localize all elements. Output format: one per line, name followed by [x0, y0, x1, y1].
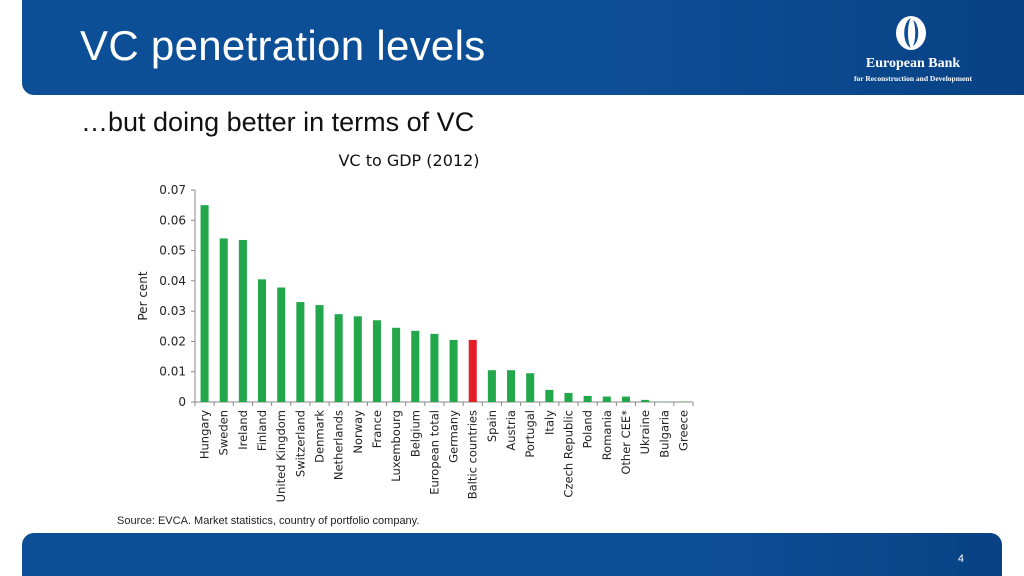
- ebrd-logo-icon: [896, 16, 926, 50]
- bar: [564, 392, 573, 402]
- x-tick-label: European total: [427, 410, 441, 495]
- bar: [219, 238, 228, 402]
- bar: [449, 339, 458, 402]
- x-tick-label: Norway: [351, 410, 365, 454]
- x-tick-label: Czech Republic: [562, 410, 576, 498]
- bar: [583, 395, 592, 402]
- x-tick-label: Luxembourg: [389, 410, 403, 482]
- bar: [545, 389, 554, 402]
- bar: [296, 302, 305, 402]
- x-tick-label: Hungary: [198, 410, 212, 459]
- x-tick-label: Denmark: [313, 410, 327, 463]
- bar: [238, 239, 247, 402]
- bar: [641, 399, 650, 402]
- y-tick-label: 0.03: [159, 304, 186, 318]
- slide-subtitle: …but doing better in terms of VC: [81, 107, 475, 137]
- bar: [353, 316, 362, 402]
- y-axis-label: Per cent: [136, 271, 150, 321]
- slide-title: VC penetration levels: [80, 22, 486, 69]
- x-tick-label: Other CEE*: [619, 410, 633, 475]
- x-tick-label: France: [370, 410, 384, 448]
- bar: [258, 279, 267, 402]
- chart-title: VC to GDP (2012): [338, 151, 479, 170]
- y-tick-label: 0.05: [159, 244, 186, 258]
- y-tick-label: 0.06: [159, 213, 186, 227]
- bar: [315, 305, 324, 402]
- x-tick-label: Austria: [504, 410, 518, 451]
- slide-header: VC penetration levels European Bank for …: [22, 0, 1024, 95]
- bar: [430, 333, 439, 402]
- x-tick-label: Germany: [447, 410, 461, 463]
- y-tick-label: 0.02: [159, 334, 186, 348]
- x-tick-label: Greece: [676, 410, 690, 451]
- source-note: Source: EVCA. Market statistics, country…: [117, 515, 420, 527]
- logo-subtitle: for Reconstruction and Development: [854, 74, 972, 83]
- bar: [468, 339, 477, 402]
- ebrd-logo: European Bank for Reconstruction and Dev…: [838, 14, 998, 86]
- x-tick-label: Sweden: [217, 410, 231, 455]
- x-tick-label: Ireland: [236, 410, 250, 450]
- x-tick-label: Ukraine: [638, 410, 652, 454]
- y-tick-label: 0.07: [159, 183, 186, 197]
- bars: [200, 205, 688, 402]
- x-tick-label: Poland: [581, 410, 595, 448]
- x-tick-label: United Kingdom: [274, 410, 288, 502]
- bar: [392, 327, 401, 402]
- x-axis-labels: Hungary Sweden Ireland Finland United Kingdo…: [194, 402, 694, 502]
- x-tick-label: Spain: [485, 410, 499, 442]
- x-tick-label: Netherlands: [332, 410, 346, 480]
- logo-name: European Bank: [865, 56, 961, 71]
- x-tick-label: Italy: [542, 410, 556, 435]
- bar: [526, 373, 535, 402]
- y-tick-label: 0.01: [159, 365, 186, 379]
- bar: [277, 287, 286, 402]
- y-tick-label: 0: [178, 395, 186, 409]
- header-gradient: [604, 0, 1024, 95]
- x-tick-label: Switzerland: [293, 410, 307, 477]
- x-tick-label: Belgium: [408, 410, 422, 457]
- y-tick-label: 0.04: [159, 274, 186, 288]
- x-tick-label: Portugal: [523, 410, 537, 458]
- x-tick-label: Baltic countries: [466, 410, 480, 499]
- bar: [507, 370, 516, 402]
- slide-footer: 4: [22, 533, 1002, 576]
- footer-gradient: [702, 533, 1002, 576]
- x-tick-label: Finland: [255, 410, 269, 451]
- bar: [372, 320, 381, 402]
- bar: [411, 330, 420, 402]
- bar: [621, 396, 630, 402]
- bar: [602, 396, 611, 402]
- x-tick-label: Romania: [600, 410, 614, 460]
- bar: [487, 370, 496, 402]
- x-tick-label: Bulgaria: [657, 410, 671, 458]
- bar: [334, 314, 343, 402]
- page-number: 4: [957, 553, 964, 565]
- y-axis: 0 0.01 0.02 0.03 0.04 0.05 0.06 0.07: [159, 183, 693, 409]
- bar: [200, 205, 209, 402]
